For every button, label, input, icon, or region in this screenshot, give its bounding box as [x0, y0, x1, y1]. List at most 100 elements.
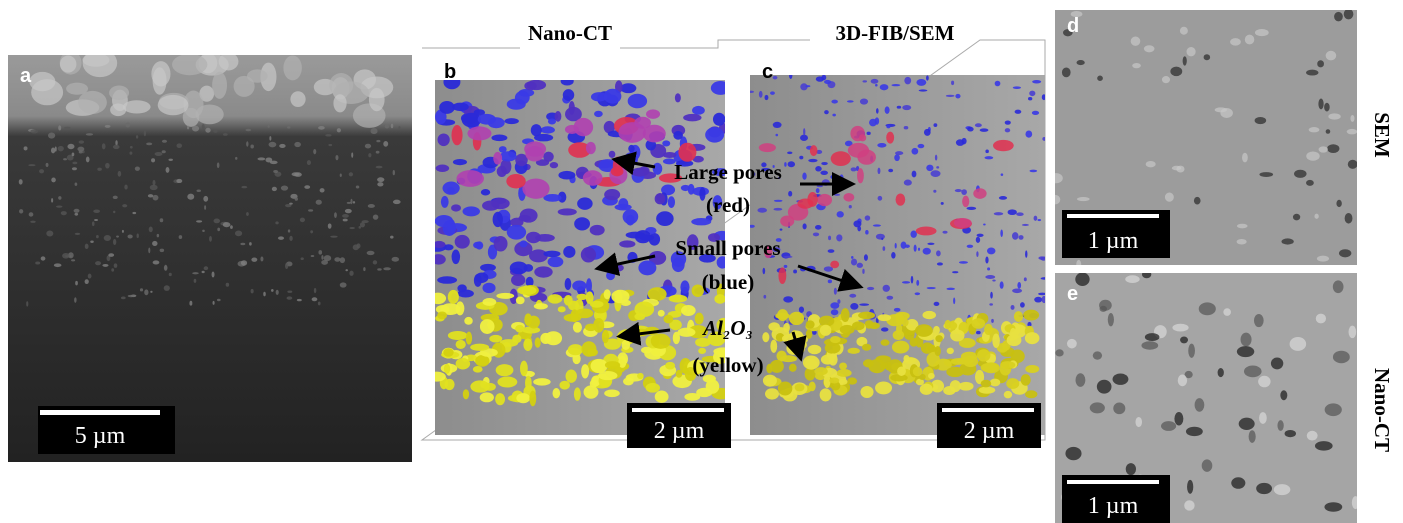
texture-blob — [1325, 129, 1331, 134]
texture-blob — [199, 85, 215, 102]
texture-blob — [802, 172, 807, 180]
texture-blob — [1259, 172, 1274, 177]
texture-blob — [882, 284, 890, 292]
texture-blob — [51, 177, 56, 183]
texture-blob — [953, 217, 972, 228]
texture-blob — [809, 145, 818, 157]
texture-blob — [648, 251, 667, 265]
texture-blob — [294, 197, 298, 201]
texture-blob — [480, 189, 491, 196]
texture-blob — [839, 324, 855, 335]
texture-blob — [992, 279, 996, 282]
texture-blob — [762, 267, 766, 275]
texture-blob — [1038, 256, 1045, 260]
texture-blob — [233, 75, 255, 97]
texture-blob — [567, 344, 584, 356]
texture-blob — [209, 235, 212, 242]
annotation: Al₂O₃ — [701, 316, 753, 340]
texture-blob — [886, 295, 894, 300]
texture-blob — [1014, 109, 1022, 114]
texture-blob — [1092, 351, 1103, 360]
texture-blob — [830, 381, 841, 391]
texture-blob — [475, 272, 489, 283]
texture-blob — [838, 378, 848, 385]
texture — [435, 80, 725, 407]
texture-blob — [1243, 365, 1262, 378]
texture-blob — [473, 109, 486, 116]
texture-blob — [1011, 232, 1019, 240]
texture-blob — [310, 230, 314, 234]
texture-blob — [847, 142, 870, 158]
texture-blob — [942, 230, 948, 234]
texture-blob — [159, 248, 165, 253]
texture-blob — [55, 205, 63, 208]
texture-blob — [830, 309, 839, 316]
texture-blob — [127, 234, 133, 239]
texture-blob — [583, 385, 599, 399]
texture-blob — [187, 193, 195, 200]
texture-blob — [1010, 305, 1015, 310]
texture-blob — [547, 118, 557, 125]
texture-blob — [757, 207, 767, 213]
texture-blob — [867, 286, 875, 291]
texture-blob — [464, 316, 473, 325]
texture-blob — [807, 192, 818, 207]
texture-blob — [1201, 459, 1213, 472]
texture-blob — [455, 358, 471, 370]
texture-blob — [74, 297, 77, 303]
texture-blob — [1284, 430, 1296, 438]
texture-blob — [645, 382, 661, 393]
texture-blob — [880, 327, 889, 332]
texture-blob — [342, 214, 349, 218]
texture-blob — [1010, 349, 1025, 363]
texture-blob — [245, 128, 252, 132]
texture-blob — [544, 331, 563, 346]
texture-blob — [837, 299, 841, 304]
texture-blob — [390, 235, 394, 239]
texture-blob — [1097, 75, 1103, 81]
panel-label: c — [762, 61, 773, 83]
texture-blob — [1042, 137, 1045, 141]
texture-blob — [66, 154, 74, 161]
texture-blob — [675, 160, 694, 167]
annotation: Small pores — [675, 236, 780, 260]
texture-blob — [876, 108, 879, 114]
texture-blob — [1316, 255, 1330, 262]
texture-blob — [875, 317, 879, 325]
texture-blob — [154, 151, 163, 157]
texture-blob — [1318, 98, 1324, 110]
texture-blob — [1238, 417, 1255, 430]
texture-blob — [84, 243, 89, 249]
texture-blob — [788, 363, 797, 372]
texture-blob — [47, 132, 56, 139]
texture-blob — [589, 224, 605, 236]
texture-blob — [146, 142, 153, 146]
texture-blob — [593, 317, 605, 333]
texture-blob — [926, 286, 936, 290]
texture-blob — [830, 302, 840, 309]
texture-blob — [279, 143, 286, 148]
texture-blob — [946, 347, 954, 355]
texture-blob — [984, 156, 994, 160]
texture-blob — [196, 220, 203, 223]
texture-blob — [306, 160, 311, 166]
texture-blob — [370, 128, 378, 135]
texture-blob — [869, 118, 877, 127]
texture-blob — [63, 158, 68, 161]
texture-blob — [863, 254, 868, 261]
texture-blob — [465, 331, 473, 345]
texture-blob — [368, 153, 372, 158]
texture-blob — [625, 231, 646, 239]
texture-blob — [686, 234, 699, 250]
texture-blob — [549, 161, 559, 169]
texture-blob — [821, 161, 828, 166]
texture-blob — [68, 252, 74, 259]
texture-blob — [794, 383, 805, 392]
texture-blob — [462, 206, 480, 217]
texture-blob — [762, 332, 770, 343]
texture-blob — [936, 262, 943, 266]
texture-blob — [1348, 325, 1357, 339]
texture-blob — [650, 335, 660, 346]
texture-blob — [240, 260, 248, 266]
texture-blob — [1130, 36, 1141, 46]
